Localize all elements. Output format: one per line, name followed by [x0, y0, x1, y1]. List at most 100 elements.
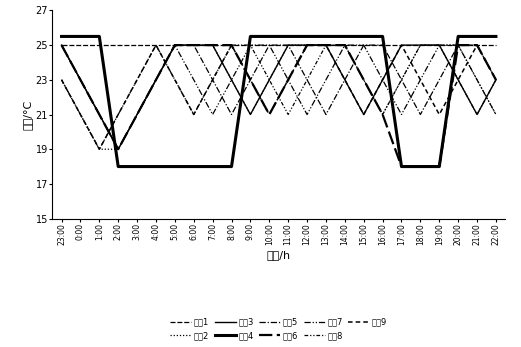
楼宇2 [399, 78, 405, 82]
楼宇2 [379, 112, 386, 117]
楼宇3 [379, 78, 386, 82]
楼宇4 [153, 164, 159, 169]
楼宇3 [361, 112, 367, 117]
楼宇2 [417, 43, 424, 47]
楼宇9 [417, 78, 424, 82]
楼宇6 [285, 78, 291, 82]
楼宇8 [379, 112, 386, 117]
楼宇6 [191, 43, 197, 47]
楼宇5 [209, 78, 216, 82]
楼宇9 [493, 78, 499, 82]
楼宇7 [247, 43, 254, 47]
楼宇2 [493, 112, 499, 117]
楼宇4 [417, 164, 424, 169]
楼宇9 [228, 43, 234, 47]
楼宇2 [455, 43, 461, 47]
楼宇3 [58, 43, 65, 47]
楼宇4 [266, 34, 272, 39]
楼宇9 [304, 43, 310, 47]
楼宇4 [285, 34, 291, 39]
楼宇7 [191, 78, 197, 82]
楼宇6 [58, 43, 65, 47]
楼宇3 [285, 43, 291, 47]
楼宇3 [474, 112, 480, 117]
楼宇7 [115, 147, 121, 151]
楼宇3 [96, 112, 103, 117]
楼宇9 [266, 112, 272, 117]
楼宇6 [342, 43, 348, 47]
Line: 楼宇5: 楼宇5 [61, 45, 496, 149]
楼宇7 [342, 43, 348, 47]
楼宇2 [77, 112, 83, 117]
楼宇9 [323, 43, 329, 47]
楼宇6 [323, 43, 329, 47]
楼宇1 [304, 43, 310, 47]
楼宇5 [266, 43, 272, 47]
楼宇1 [474, 43, 480, 47]
楼宇1 [58, 43, 65, 47]
楼宇7 [209, 112, 216, 117]
楼宇2 [115, 147, 121, 151]
楼宇1 [285, 43, 291, 47]
楼宇5 [304, 78, 310, 82]
楼宇3 [172, 43, 178, 47]
楼宇2 [134, 112, 140, 117]
Line: 楼宇8: 楼宇8 [61, 45, 496, 149]
楼宇6 [153, 78, 159, 82]
楼宇1 [115, 43, 121, 47]
Line: 楼宇9: 楼宇9 [61, 45, 496, 149]
楼宇1 [455, 43, 461, 47]
楼宇6 [172, 43, 178, 47]
楼宇1 [361, 43, 367, 47]
楼宇5 [323, 112, 329, 117]
楼宇9 [153, 43, 159, 47]
楼宇7 [134, 112, 140, 117]
楼宇9 [96, 147, 103, 151]
楼宇2 [58, 78, 65, 82]
楼宇1 [191, 43, 197, 47]
楼宇7 [96, 112, 103, 117]
楼宇5 [455, 43, 461, 47]
楼宇9 [361, 112, 367, 117]
楼宇2 [304, 43, 310, 47]
楼宇5 [342, 78, 348, 82]
楼宇3 [115, 147, 121, 151]
楼宇6 [436, 164, 442, 169]
楼宇7 [304, 112, 310, 117]
楼宇8 [96, 147, 103, 151]
楼宇6 [247, 78, 254, 82]
楼宇6 [96, 112, 103, 117]
楼宇8 [228, 43, 234, 47]
楼宇8 [134, 78, 140, 82]
楼宇6 [266, 112, 272, 117]
楼宇6 [493, 78, 499, 82]
楼宇4 [115, 164, 121, 169]
楼宇3 [209, 43, 216, 47]
楼宇4 [474, 34, 480, 39]
楼宇6 [474, 43, 480, 47]
楼宇8 [436, 43, 442, 47]
楼宇8 [342, 43, 348, 47]
楼宇4 [58, 34, 65, 39]
楼宇1 [172, 43, 178, 47]
楼宇5 [474, 43, 480, 47]
楼宇2 [285, 43, 291, 47]
楼宇2 [209, 43, 216, 47]
Line: 楼宇4: 楼宇4 [61, 36, 496, 167]
楼宇4 [455, 34, 461, 39]
楼宇3 [493, 78, 499, 82]
楼宇6 [417, 164, 424, 169]
楼宇1 [323, 43, 329, 47]
楼宇4 [172, 164, 178, 169]
楼宇4 [77, 34, 83, 39]
楼宇5 [134, 112, 140, 117]
楼宇1 [228, 43, 234, 47]
楼宇8 [115, 112, 121, 117]
楼宇8 [247, 43, 254, 47]
X-axis label: 时间/h: 时间/h [267, 250, 291, 260]
楼宇5 [172, 43, 178, 47]
楼宇4 [493, 34, 499, 39]
楼宇4 [134, 164, 140, 169]
楼宇3 [266, 78, 272, 82]
楼宇1 [247, 43, 254, 47]
